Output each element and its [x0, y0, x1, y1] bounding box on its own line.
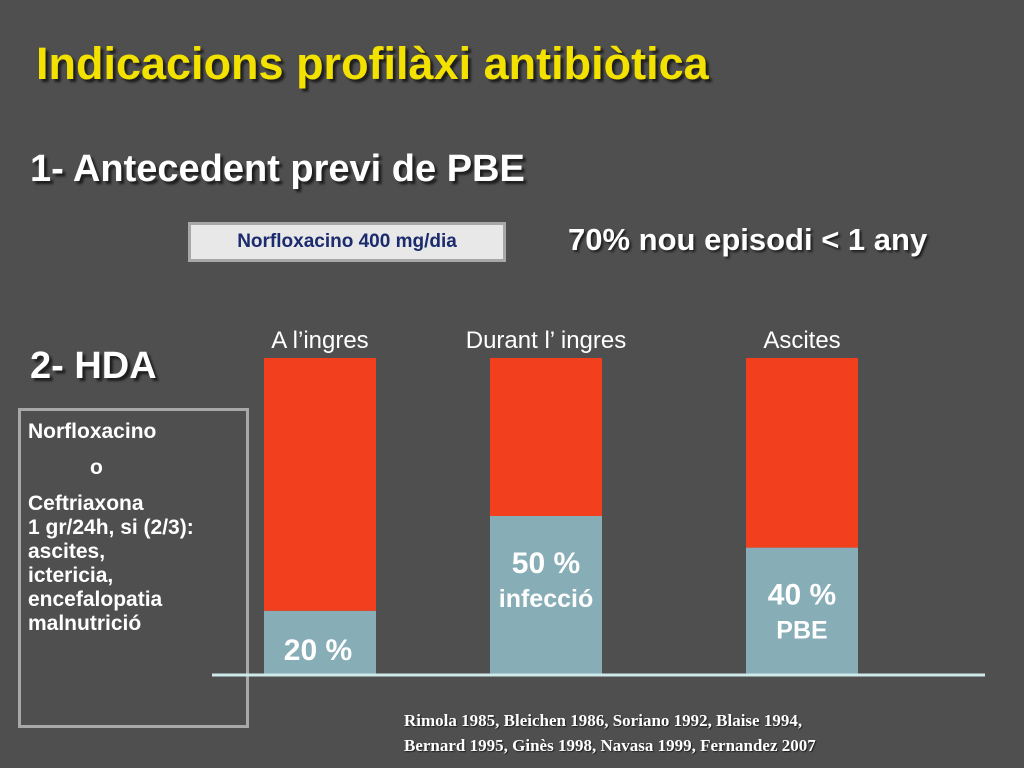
- regimen-line: 1 gr/24h, si (2/3):: [28, 516, 194, 539]
- regimen-line: malnutrició: [28, 612, 142, 635]
- bar-segment-upper: [490, 358, 602, 516]
- bar-segment-lower: [746, 547, 858, 674]
- norfloxacin-dose-box: Norfloxacino 400 mg/dia: [188, 222, 506, 262]
- regimen-list: Norfloxacino o Ceftriaxona 1 gr/24h, si …: [28, 420, 194, 636]
- regimen-box: [18, 408, 249, 728]
- reference-line: Rimola 1985, Bleichen 1986, Soriano 1992…: [404, 711, 803, 730]
- category-label: A l’ingres: [271, 327, 368, 354]
- regimen-line: Norfloxacino: [28, 420, 157, 443]
- regimen-line: o: [90, 456, 103, 479]
- data-label: 40 %: [768, 579, 836, 612]
- section-2-heading: 2- HDA: [30, 345, 157, 387]
- bar-segment-upper: [746, 358, 858, 548]
- reference-line: Bernard 1995, Ginès 1998, Navasa 1999, F…: [404, 736, 816, 755]
- slide-title: Indicacions profilàxi antibiòtica: [36, 38, 709, 89]
- data-label: 20 %: [284, 634, 352, 667]
- regimen-line: ascites,: [28, 540, 106, 563]
- regimen-line: Ceftriaxona: [28, 492, 144, 515]
- bar-segment-lower: [490, 516, 602, 674]
- recurrence-statement: 70% nou episodi < 1 any: [568, 222, 928, 257]
- data-label: 50 %: [512, 547, 580, 580]
- bar-segment-upper: [264, 358, 376, 611]
- regimen-line: encefalopatia: [28, 588, 163, 611]
- section-1-heading: 1- Antecedent previ de PBE: [30, 148, 525, 190]
- bar-segment-lower: [264, 610, 376, 674]
- references: Rimola 1985, Bleichen 1986, Soriano 1992…: [404, 708, 816, 758]
- regimen-line: ictericia,: [28, 564, 114, 587]
- data-sublabel: infecció: [499, 585, 593, 613]
- category-label: Durant l’ ingres: [466, 327, 627, 354]
- data-sublabel: PBE: [776, 617, 827, 645]
- category-label: Ascites: [763, 327, 840, 354]
- norfloxacin-dose-label: Norfloxacino 400 mg/dia: [237, 231, 457, 252]
